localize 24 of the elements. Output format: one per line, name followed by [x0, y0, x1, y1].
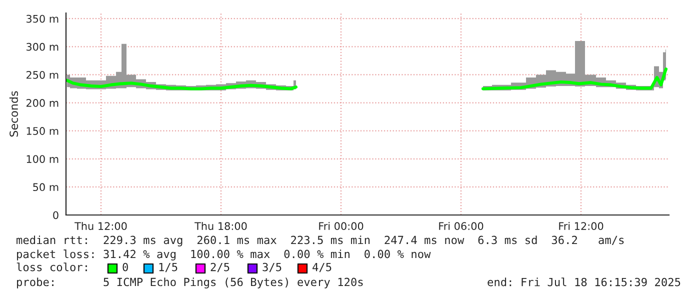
x-tick-label: Fri 00:00 [319, 222, 364, 230]
y-tick-label: 300 m [26, 42, 58, 51]
x-tick-label: Thu 18:00 [194, 222, 247, 230]
x-tick-label: Fri 12:00 [559, 222, 604, 230]
y-axis-title: Seconds [9, 91, 18, 137]
x-tick-label: Thu 12:00 [74, 222, 127, 230]
text: 2/5 [210, 262, 230, 272]
text: 4/5 [312, 262, 332, 272]
y-tick-label: 200 m [26, 99, 58, 107]
x-tick-label: Fri 06:00 [439, 222, 484, 230]
text: loss color: [16, 262, 87, 272]
text: end: Fri Jul 18 16:15:39 2025 [488, 278, 680, 286]
text: 3/5 [262, 262, 282, 272]
text: 0 [122, 262, 128, 272]
text: packet loss: 31.42 % avg 100.00 % max 0.00 % min 0.00 % now [17, 250, 431, 260]
text: median rtt: 229.3 ms avg 260.1 ms max 223.5 ms min 247.4 ms now 6.3 ms sd 36.2 am/s [16, 236, 624, 246]
y-tick-label: 0 [53, 211, 58, 220]
y-tick-label: 150 m [26, 127, 58, 135]
y-tick-label: 100 m [26, 155, 58, 163]
text: 1/5 [159, 262, 178, 272]
y-tick-label: 350 m [26, 14, 58, 23]
y-tick-label: 250 m [26, 70, 58, 79]
y-tick-label: 50 m [33, 183, 58, 192]
text: probe: 5 ICMP Echo Pings (56 Bytes) every 120s [17, 278, 363, 288]
